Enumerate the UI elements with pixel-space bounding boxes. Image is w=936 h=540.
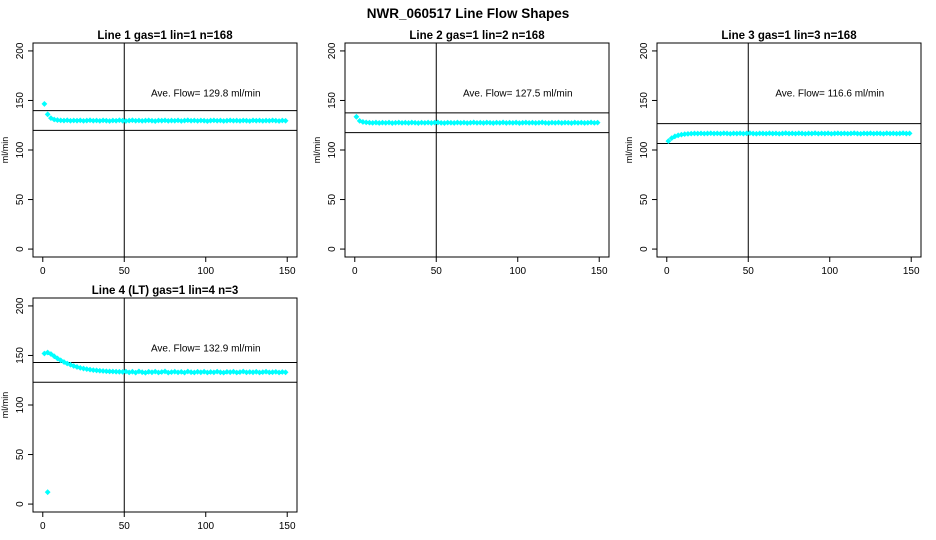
y-axis: 0 50 100 150 200 <box>15 42 33 252</box>
y-axis-label: ml/min <box>0 392 10 419</box>
y-tick-label: 100 <box>327 141 338 158</box>
y-tick-label: 150 <box>15 92 26 109</box>
scatter-markers <box>665 130 913 144</box>
data-points <box>41 349 289 496</box>
subplot-line-1: Line 1 gas=1 lin=1 n=168 0 50 100 150 0 50 100 1… <box>0 30 312 285</box>
x-tick-label: 0 <box>40 521 46 532</box>
y-tick-label: 0 <box>327 246 338 252</box>
y-axis: 0 50 100 150 200 <box>327 42 345 252</box>
plot-frame <box>656 42 922 258</box>
x-axis: 0 50 100 150 <box>664 257 920 277</box>
subplot-line-4: Line 4 (LT) gas=1 lin=4 n=3 0 50 100 150 0 50 1… <box>0 285 312 540</box>
reference-lines <box>345 43 609 257</box>
y-tick-label: 0 <box>15 501 26 507</box>
y-tick-label: 50 <box>15 194 26 206</box>
x-tick-label: 150 <box>591 266 608 277</box>
x-tick-label: 0 <box>352 266 358 277</box>
data-points <box>41 101 289 124</box>
x-tick-label: 150 <box>903 266 920 277</box>
x-axis: 0 50 100 150 <box>352 257 608 277</box>
subplot-svg-4: Line 4 (LT) gas=1 lin=4 n=3 0 50 100 150 0 50 1… <box>0 285 298 532</box>
subplot-grid: Line 1 gas=1 lin=1 n=168 0 50 100 150 0 50 100 1… <box>0 30 936 540</box>
x-tick-label: 100 <box>197 266 214 277</box>
y-axis-label: ml/min <box>624 137 634 164</box>
x-tick-label: 50 <box>119 521 131 532</box>
subplot-line-2: Line 2 gas=1 lin=2 n=168 0 50 100 150 0 50 100 1… <box>312 30 624 285</box>
ave-flow-annotation: Ave. Flow= 116.6 ml/min <box>775 89 884 100</box>
ave-flow-annotation: Ave. Flow= 127.5 ml/min <box>463 89 573 100</box>
y-tick-label: 150 <box>639 92 650 109</box>
y-tick-label: 100 <box>15 141 26 158</box>
data-points <box>665 130 913 144</box>
subplot-title: Line 3 gas=1 lin=3 n=168 <box>721 30 857 42</box>
y-tick-label: 200 <box>15 297 26 314</box>
y-tick-label: 50 <box>15 449 26 461</box>
x-tick-label: 50 <box>119 266 131 277</box>
y-tick-label: 50 <box>639 194 650 206</box>
x-tick-label: 50 <box>431 266 443 277</box>
x-tick-label: 50 <box>743 266 755 277</box>
y-tick-label: 150 <box>15 347 26 364</box>
subplot-title: Line 4 (LT) gas=1 lin=4 n=3 <box>92 285 238 297</box>
scatter-markers <box>41 101 289 124</box>
x-tick-label: 150 <box>279 521 296 532</box>
x-tick-label: 0 <box>40 266 46 277</box>
subplot-title: Line 1 gas=1 lin=1 n=168 <box>97 30 233 42</box>
y-tick-label: 0 <box>639 246 650 252</box>
subplot-svg-1: Line 1 gas=1 lin=1 n=168 0 50 100 150 0 50 100 1… <box>0 30 298 277</box>
subplot-line-3: Line 3 gas=1 lin=3 n=168 0 50 100 150 0 50 100 1… <box>624 30 936 285</box>
y-tick-label: 200 <box>15 42 26 59</box>
x-axis: 0 50 100 150 <box>40 512 296 532</box>
ave-flow-annotation: Ave. Flow= 132.9 ml/min <box>151 344 261 355</box>
data-points <box>353 113 601 126</box>
x-tick-label: 100 <box>509 266 526 277</box>
plot-frame <box>344 42 610 258</box>
y-axis: 0 50 100 150 200 <box>15 297 33 507</box>
y-tick-label: 200 <box>327 42 338 59</box>
reference-lines <box>33 43 297 257</box>
figure-main-title: NWR_060517 Line Flow Shapes <box>366 6 570 21</box>
scatter-markers <box>353 113 601 126</box>
x-tick-label: 100 <box>821 266 838 277</box>
y-tick-label: 100 <box>15 396 26 413</box>
y-axis: 0 50 100 150 200 <box>639 42 657 252</box>
x-tick-label: 150 <box>279 266 296 277</box>
y-tick-label: 100 <box>639 141 650 158</box>
subplot-svg-2: Line 2 gas=1 lin=2 n=168 0 50 100 150 0 50 100 1… <box>312 30 610 277</box>
x-tick-label: 0 <box>664 266 670 277</box>
y-axis-label: ml/min <box>0 137 10 164</box>
y-axis-label: ml/min <box>312 137 322 164</box>
x-tick-label: 100 <box>197 521 214 532</box>
x-axis: 0 50 100 150 <box>40 257 296 277</box>
y-tick-label: 0 <box>15 246 26 252</box>
ave-flow-annotation: Ave. Flow= 129.8 ml/min <box>151 89 261 100</box>
plot-frame <box>32 297 298 513</box>
y-tick-label: 50 <box>327 194 338 206</box>
y-tick-label: 200 <box>639 42 650 59</box>
plot-frame <box>32 42 298 258</box>
scatter-markers <box>41 349 289 496</box>
reference-lines <box>657 43 921 257</box>
subplot-title: Line 2 gas=1 lin=2 n=168 <box>409 30 545 42</box>
y-tick-label: 150 <box>327 92 338 109</box>
reference-lines <box>33 298 297 512</box>
subplot-svg-3: Line 3 gas=1 lin=3 n=168 0 50 100 150 0 50 100 1… <box>624 30 922 277</box>
